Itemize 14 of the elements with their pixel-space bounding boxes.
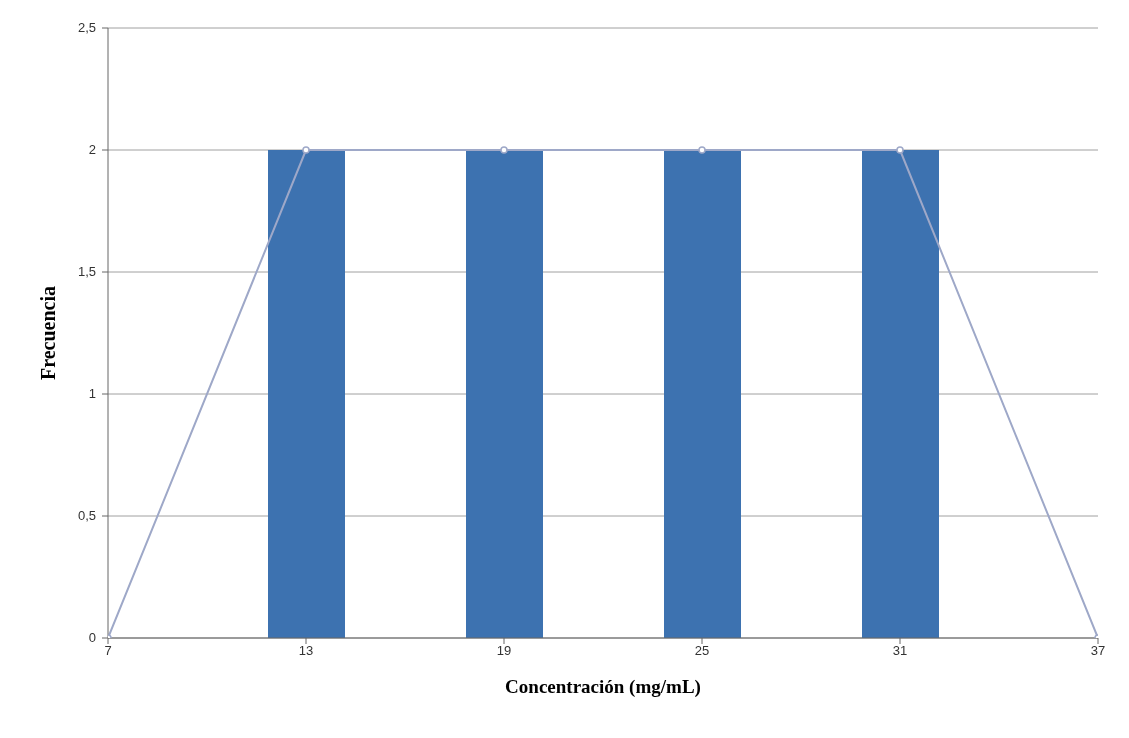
x-tick-label: 31 xyxy=(892,643,908,659)
x-tick-label: 37 xyxy=(1090,643,1106,659)
y-tick-label: 1,5 xyxy=(77,264,96,279)
y-tick-label: 1 xyxy=(88,386,96,401)
x-tick-label: 19 xyxy=(496,643,512,659)
y-tick-label: 0,5 xyxy=(77,508,96,523)
x-tick-label: 7 xyxy=(104,643,112,659)
y-tick-label: 2 xyxy=(88,142,96,157)
y-tick-label: 0 xyxy=(88,630,96,645)
x-tick-label: 13 xyxy=(298,643,314,659)
y-tick-label: 2,5 xyxy=(77,20,96,35)
y-axis-title: Frecuencia xyxy=(37,285,60,381)
x-tick-label: 25 xyxy=(694,643,710,659)
x-axis-title: Concentración (mg/mL) xyxy=(505,676,701,698)
